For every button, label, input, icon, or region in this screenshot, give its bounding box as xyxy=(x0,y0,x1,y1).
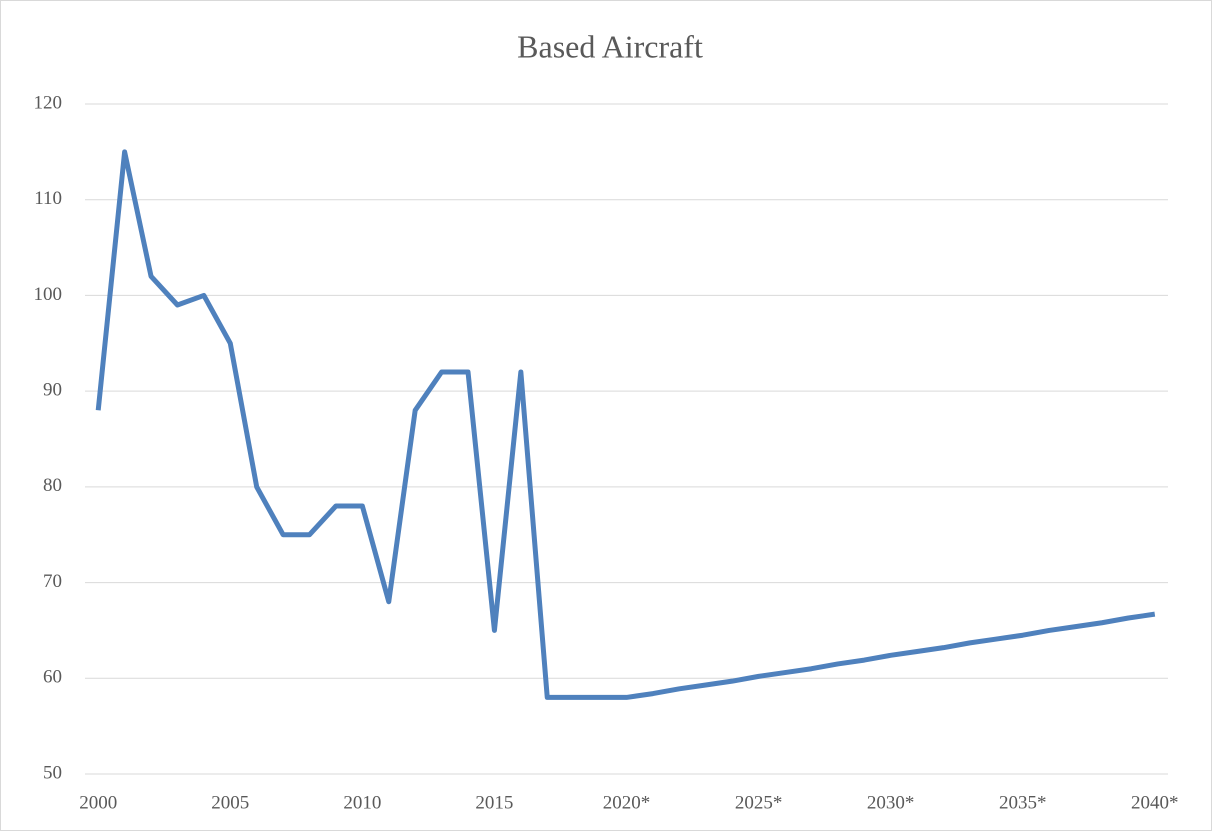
x-tick-label: 2005 xyxy=(211,792,249,813)
y-tick-label: 100 xyxy=(34,284,63,305)
y-tick-label: 110 xyxy=(34,188,62,209)
x-tick-label: 2035* xyxy=(999,792,1047,813)
y-tick-label: 60 xyxy=(43,667,62,688)
x-tick-label: 2015 xyxy=(475,792,513,813)
x-tick-label: 2040* xyxy=(1131,792,1179,813)
x-tick-label: 2000 xyxy=(79,792,117,813)
x-tick-label: 2010 xyxy=(343,792,381,813)
x-tick-label: 2030* xyxy=(867,792,915,813)
y-tick-label: 90 xyxy=(43,380,62,401)
y-tick-label: 70 xyxy=(43,571,62,592)
data-line xyxy=(95,149,1156,700)
y-tick-label: 120 xyxy=(34,92,63,113)
x-tick-label: 2020* xyxy=(603,792,651,813)
y-tick-label: 50 xyxy=(43,762,62,783)
chart-title: Based Aircraft xyxy=(517,28,703,64)
y-tick-label: 80 xyxy=(43,475,62,496)
x-tick-label: 2025* xyxy=(735,792,783,813)
